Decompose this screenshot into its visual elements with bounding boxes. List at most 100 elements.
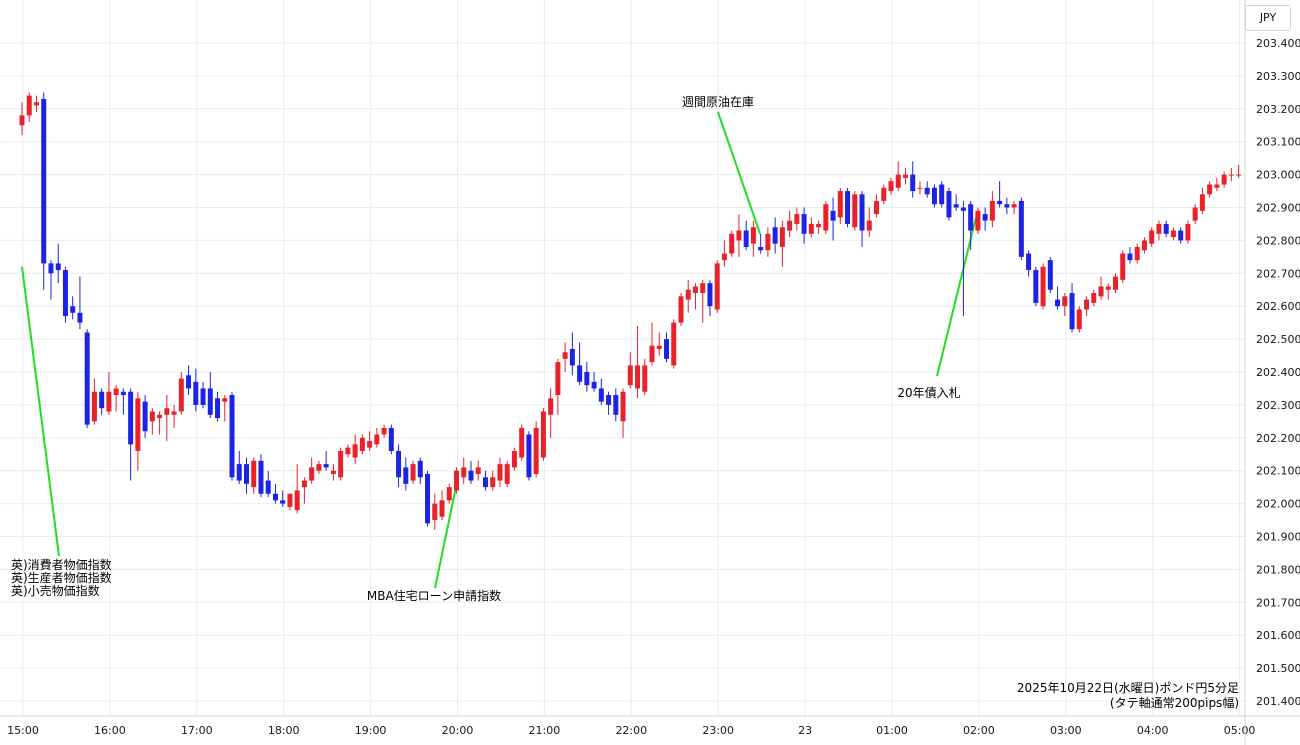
- candle-up: [19, 102, 25, 136]
- candle-up: [1192, 204, 1198, 224]
- y-tick-label: 203.300: [1256, 70, 1300, 83]
- candle-up: [881, 184, 887, 205]
- candle-up: [33, 95, 39, 113]
- candle-down: [417, 457, 423, 484]
- candle-up: [989, 191, 995, 228]
- annotation-label: 20年債入札: [897, 385, 960, 400]
- candle-down: [743, 220, 749, 251]
- chart-caption-line1: 2025年10月22日(水曜日)ポンド円5分足: [1017, 681, 1239, 695]
- candle-down: [258, 454, 264, 498]
- candle-down: [265, 470, 271, 498]
- x-tick-label: 04:00: [1137, 724, 1169, 737]
- candle-down: [193, 368, 199, 412]
- x-tick-label: 22:00: [615, 724, 647, 737]
- candle-up: [736, 214, 742, 257]
- candle-up: [135, 391, 141, 471]
- candle-up: [374, 427, 380, 448]
- candle-up: [287, 493, 293, 511]
- candle-down: [200, 381, 206, 409]
- candle-up: [164, 395, 170, 442]
- candle-down: [526, 431, 532, 481]
- candle-down: [931, 184, 937, 208]
- candle-up: [504, 460, 510, 488]
- candle-up: [794, 207, 800, 231]
- candle-up: [729, 230, 735, 257]
- candle-down: [910, 161, 916, 198]
- y-tick-label: 202.300: [1256, 399, 1300, 412]
- candle-down: [396, 444, 402, 488]
- candle-down: [1033, 266, 1039, 307]
- candle-up: [874, 194, 880, 218]
- candle-up: [620, 388, 626, 438]
- candle-down: [1055, 286, 1061, 310]
- candle-up: [533, 421, 539, 478]
- candle-up: [649, 322, 655, 366]
- candle-up: [1236, 164, 1242, 178]
- currency-selector[interactable]: JPY: [1245, 5, 1291, 31]
- x-tick-label: 20:00: [442, 724, 474, 737]
- x-tick-label: 23: [798, 724, 812, 737]
- candle-up: [446, 483, 452, 504]
- candle-up: [787, 210, 793, 238]
- annotation-label: 英)生産者物価指数: [11, 570, 112, 585]
- candle-up: [222, 395, 228, 422]
- candle-up: [251, 457, 257, 494]
- candle-down: [403, 457, 409, 491]
- y-tick-label: 202.200: [1256, 432, 1300, 445]
- candle-up: [301, 477, 307, 504]
- candle-down: [1178, 227, 1184, 244]
- candle-up: [642, 358, 648, 396]
- candle-down: [1026, 250, 1032, 277]
- candle-up: [1149, 227, 1155, 247]
- candle-down: [960, 200, 966, 317]
- candle-down: [142, 395, 148, 438]
- annotation-label: 英)消費者物価指数: [11, 557, 112, 572]
- candle-up: [1199, 187, 1205, 215]
- candle-up: [461, 457, 467, 484]
- candle-up: [475, 460, 481, 481]
- candle-up: [1134, 243, 1140, 264]
- candle-up: [548, 388, 554, 438]
- candle-up: [519, 424, 525, 461]
- candle-up: [359, 434, 365, 455]
- y-tick-label: 201.700: [1256, 596, 1300, 609]
- candle-up: [902, 168, 908, 185]
- candle-up: [816, 220, 822, 234]
- candle-up: [1105, 283, 1111, 300]
- annotation-label: 英)小売物価指数: [11, 583, 100, 598]
- candle-up: [511, 447, 517, 471]
- candle-down: [982, 207, 988, 231]
- candle-up: [490, 470, 496, 491]
- candle-down: [48, 260, 54, 300]
- candle-down: [1004, 197, 1010, 215]
- candle-up: [1120, 250, 1126, 284]
- candle-down: [613, 388, 619, 422]
- candle-up: [381, 424, 387, 438]
- candle-down: [229, 391, 235, 481]
- y-tick-label: 202.400: [1256, 366, 1300, 379]
- candle-down: [215, 391, 221, 422]
- y-tick-label: 201.600: [1256, 629, 1300, 642]
- y-tick-label: 203.200: [1256, 103, 1300, 116]
- candle-down: [323, 450, 329, 471]
- candle-up: [1207, 181, 1213, 198]
- candle-down: [482, 470, 488, 491]
- candle-up: [750, 220, 756, 257]
- candle-up: [309, 457, 315, 484]
- candle-up: [178, 372, 184, 415]
- candle-up: [497, 457, 503, 488]
- candle-down: [1047, 256, 1053, 294]
- candle-up: [852, 191, 858, 231]
- x-tick-label: 16:00: [94, 724, 126, 737]
- candle-up: [1098, 276, 1104, 300]
- y-tick-label: 203.000: [1256, 169, 1300, 182]
- candle-up: [432, 493, 438, 530]
- candle-up: [656, 332, 662, 356]
- candle-up: [316, 460, 322, 474]
- candle-up: [1011, 200, 1017, 215]
- candle-up: [1185, 220, 1191, 244]
- candle-up: [1228, 168, 1234, 182]
- candlestick-series: [19, 92, 1242, 530]
